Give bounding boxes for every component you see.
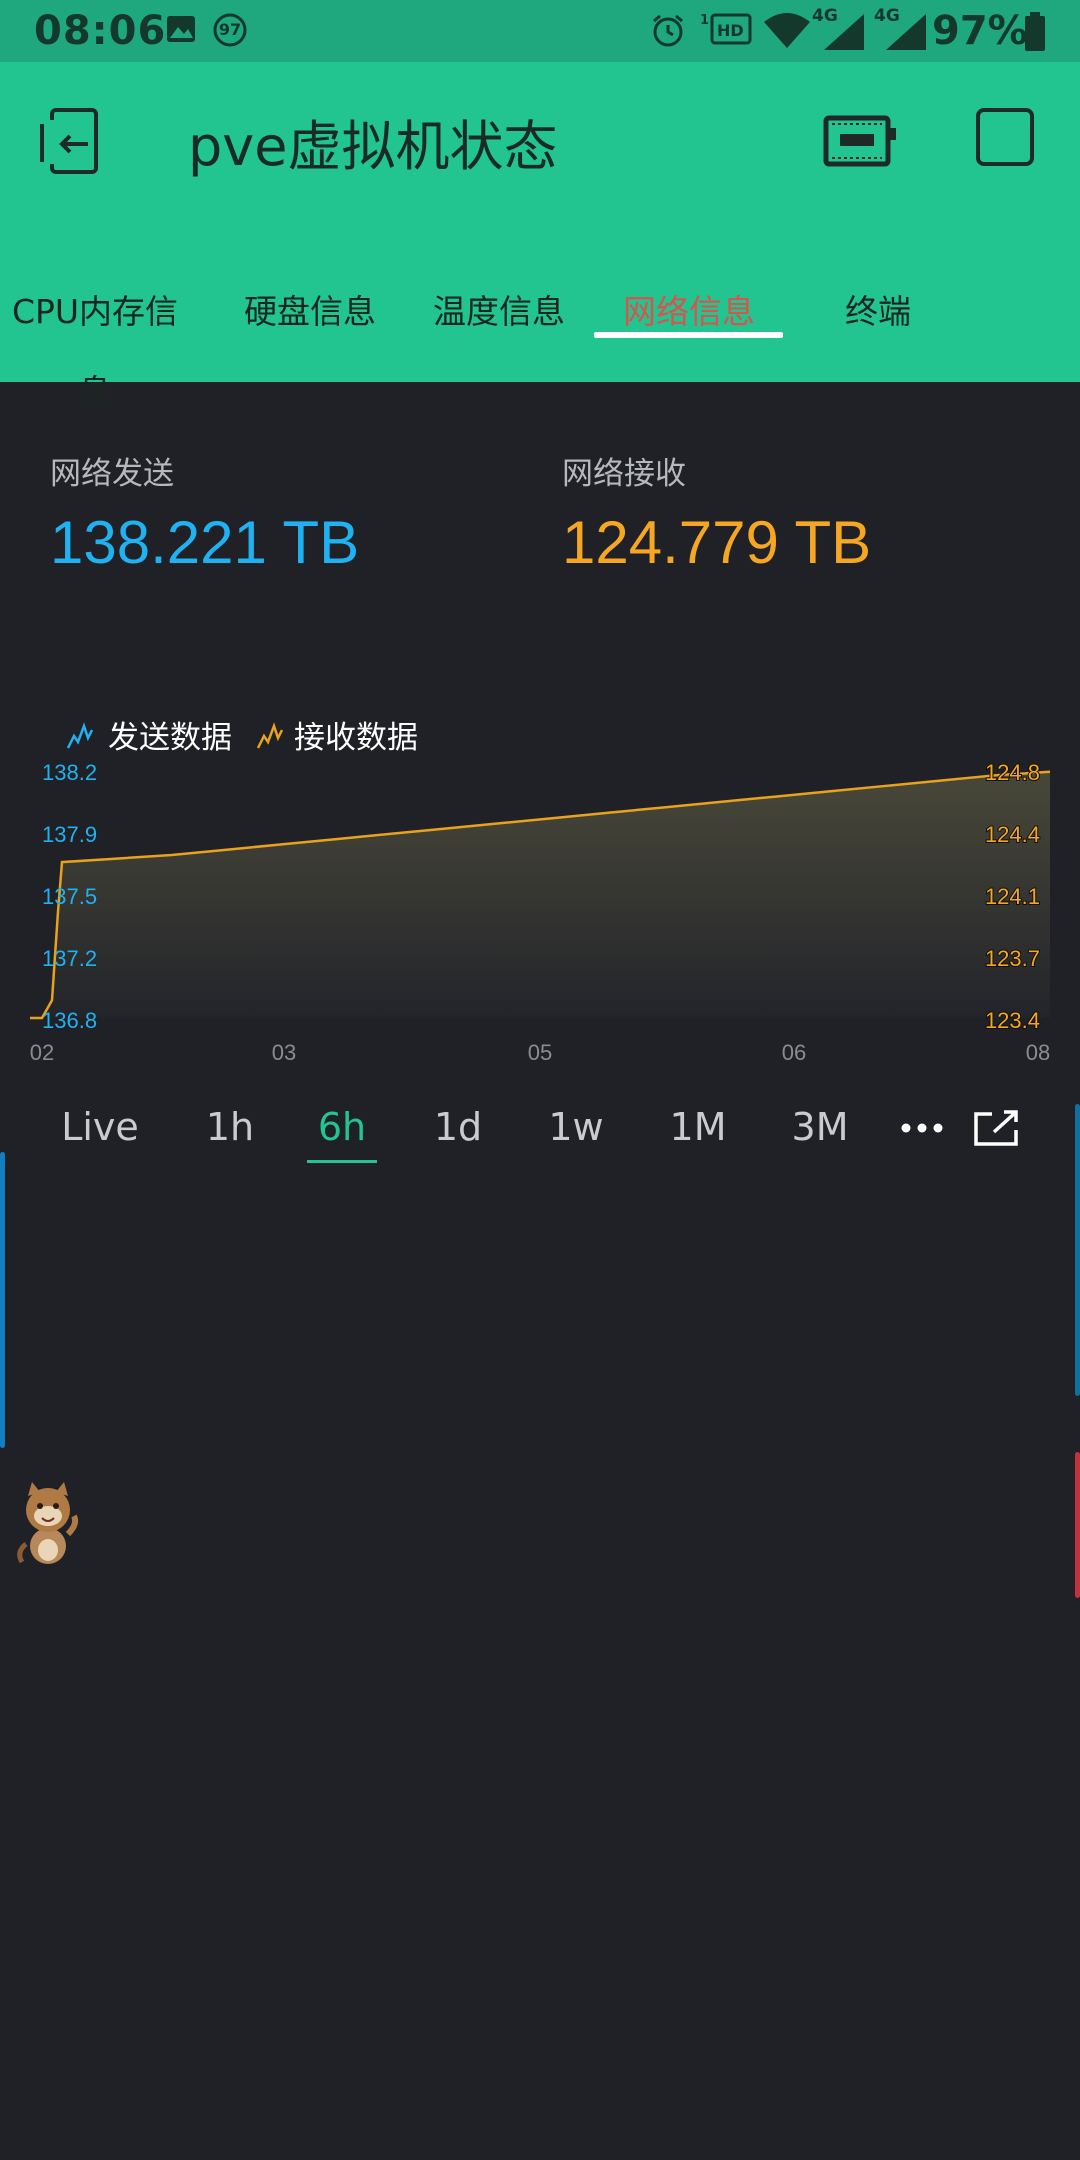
- wifi-icon: [764, 13, 810, 48]
- hd-icon: 1 HD: [700, 13, 752, 45]
- status-time: 08:06: [34, 8, 167, 54]
- send-series-icon: [66, 722, 94, 749]
- x-tick-label: 03: [272, 1040, 296, 1065]
- y-left-tick-label: 138.2: [42, 760, 97, 785]
- y-left-tick-label: 136.8: [42, 1008, 97, 1033]
- alarm-icon: [653, 14, 683, 47]
- send-label: 网络发送: [50, 456, 174, 492]
- recv-series-line: [30, 770, 1051, 1020]
- battery-percent: 97%: [932, 8, 1028, 54]
- page-title: pve虚拟机状态: [188, 115, 558, 178]
- y-right-tick-label: 124.4: [985, 822, 1040, 847]
- x-tick-label: 05: [528, 1040, 552, 1065]
- range-live[interactable]: Live: [61, 1105, 139, 1149]
- tab-cpu-memory[interactable]: CPU内存信息: [11, 292, 179, 411]
- expand-icon[interactable]: [972, 1108, 1020, 1148]
- svg-text:1: 1: [700, 13, 709, 28]
- range-1m[interactable]: 1M: [669, 1105, 727, 1149]
- tab-terminal[interactable]: 终端: [845, 292, 911, 331]
- left-edge-handle[interactable]: [0, 1152, 5, 1448]
- tab-disk[interactable]: 硬盘信息: [244, 292, 376, 331]
- app-bar: pve虚拟机状态 CPU内存信息 硬盘信息 温度信息 网络信息 终端: [0, 62, 1080, 411]
- right-edge-handle-blue[interactable]: [1075, 1104, 1080, 1396]
- y-right-tick-label: 124.8: [985, 760, 1040, 785]
- y-right-tick-label: 124.1: [985, 884, 1040, 909]
- x-tick-label: 02: [30, 1040, 54, 1065]
- x-tick-label: 08: [1026, 1040, 1050, 1065]
- badge-icon: [213, 13, 247, 47]
- recv-label: 网络接收: [562, 456, 686, 492]
- right-edge-handle-red[interactable]: [1075, 1452, 1080, 1598]
- x-tick-label: 06: [782, 1040, 806, 1065]
- y-right-tick-label: 123.7: [985, 946, 1040, 971]
- y-left-tick-label: 137.5: [42, 884, 97, 909]
- device-icon[interactable]: [820, 106, 900, 176]
- recv-series-icon: [256, 722, 284, 749]
- network-chart[interactable]: 138.2 137.9 137.5 137.2 136.8 124.8 124.4 124.1…: [0, 740, 1080, 1080]
- svg-text:HD: HD: [717, 21, 744, 40]
- status-bar: 08:06 97 1 HD 4G 4G 97%: [0, 0, 1080, 62]
- mascot-icon[interactable]: [12, 1478, 82, 1568]
- battery-icon: [1025, 12, 1045, 51]
- recv-value: 124.779 TB: [562, 509, 872, 576]
- range-1h[interactable]: 1h: [205, 1105, 255, 1149]
- range-3m[interactable]: 3M: [791, 1105, 849, 1149]
- y-left-tick-label: 137.9: [42, 822, 97, 847]
- tab-indicator: [594, 332, 783, 338]
- y-left-tick-label: 137.2: [42, 946, 97, 971]
- time-range-selector: Live 1h 6h 1d 1w 1M 3M: [0, 1092, 1080, 1172]
- tab-bar: CPU内存信息 硬盘信息 温度信息 网络信息 终端: [0, 272, 1080, 411]
- range-active-underline: [307, 1160, 377, 1163]
- more-icon[interactable]: [898, 1116, 946, 1140]
- send-value: 138.221 TB: [50, 509, 360, 576]
- signal-icon: [886, 14, 926, 50]
- range-1w[interactable]: 1w: [548, 1105, 604, 1149]
- y-right-tick-label: 123.4: [985, 1008, 1040, 1033]
- tab-network[interactable]: 网络信息: [623, 292, 755, 331]
- recv-series-area: [30, 771, 1050, 1018]
- network-label-2: 4G: [874, 6, 900, 26]
- network-label-1: 4G: [812, 6, 838, 26]
- legend-send[interactable]: 发送数据: [108, 720, 232, 756]
- range-6h[interactable]: 6h: [317, 1105, 367, 1149]
- legend-recv[interactable]: 接收数据: [294, 720, 418, 756]
- tab-temperature[interactable]: 温度信息: [433, 292, 565, 331]
- notification-badge-text: 97: [218, 20, 242, 39]
- image-icon: [167, 16, 195, 42]
- range-1d[interactable]: 1d: [433, 1105, 483, 1149]
- exit-icon[interactable]: [40, 104, 110, 184]
- square-icon[interactable]: [976, 108, 1034, 166]
- signal-icon: [824, 14, 864, 50]
